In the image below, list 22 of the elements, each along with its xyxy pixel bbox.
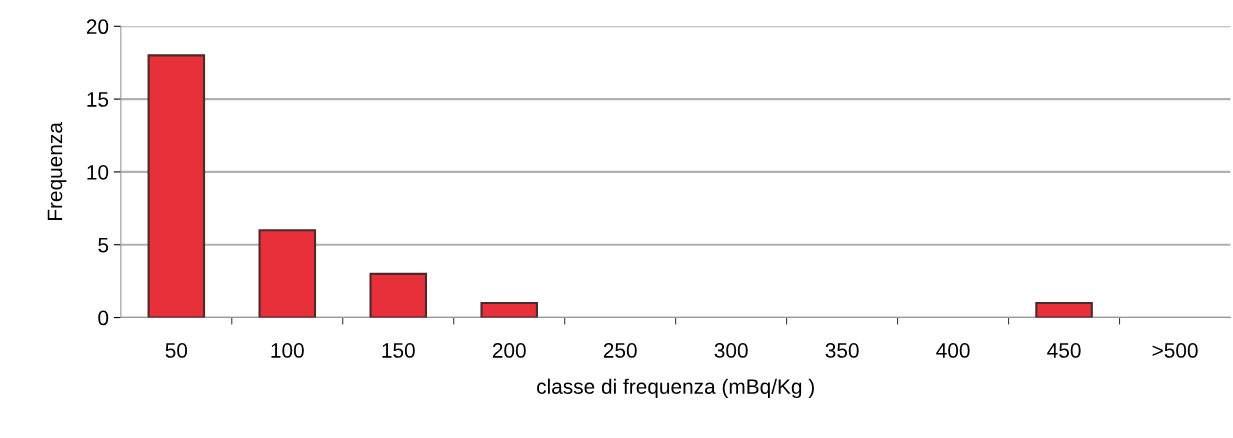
y-tick-label: 10 — [87, 164, 109, 180]
x-tick-label: 350 — [825, 343, 859, 358]
x-tick-label: 150 — [382, 343, 415, 358]
x-axis-title: classe di frequenza (mBq/Kg ) — [537, 378, 814, 399]
bar — [258, 229, 317, 318]
x-tick-label: 300 — [714, 343, 748, 358]
y-axis-title: Frequenza — [47, 122, 67, 220]
y-tick-label: 0 — [98, 310, 109, 326]
y-tick-label: 20 — [86, 19, 109, 35]
x-tick-label: 100 — [271, 343, 304, 358]
y-tick-label: 15 — [87, 92, 109, 107]
x-tick-label: 250 — [603, 343, 637, 358]
x-tick-label: 450 — [1047, 343, 1081, 358]
x-tick-label: 200 — [492, 343, 526, 358]
bar — [480, 301, 539, 318]
x-tick-label: 400 — [936, 343, 970, 358]
x-tick-label: 50 — [165, 343, 188, 358]
bar — [369, 272, 428, 318]
bar — [1035, 301, 1093, 318]
y-tick-label: 5 — [98, 237, 109, 253]
bar — [147, 54, 206, 318]
x-tick-label: >500 — [1152, 343, 1198, 358]
